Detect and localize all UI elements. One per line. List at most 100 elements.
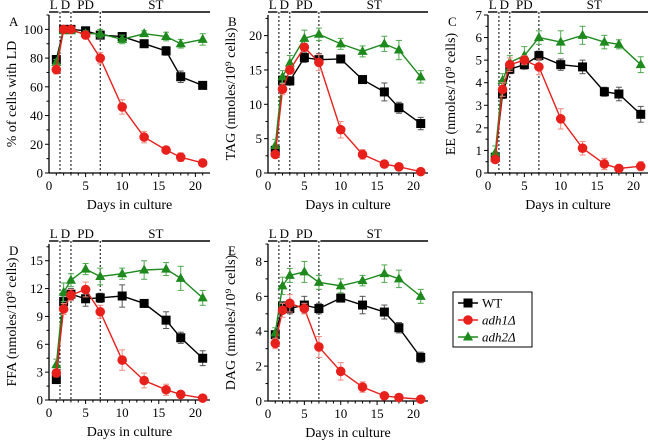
data-point xyxy=(277,84,288,94)
data-point xyxy=(95,293,105,303)
data-point xyxy=(117,33,128,43)
series-adh2Δ xyxy=(270,27,426,153)
data-point xyxy=(277,305,288,316)
data-point xyxy=(335,124,346,135)
x-tick-label: 0 xyxy=(46,405,53,420)
series-line xyxy=(55,28,203,164)
data-point xyxy=(555,36,566,46)
data-point xyxy=(299,266,310,276)
data-point xyxy=(357,149,368,160)
phase-label-PD: PD xyxy=(77,226,94,241)
data-point xyxy=(299,53,309,63)
x-tick-label: 10 xyxy=(334,406,347,421)
y-tick-label: 100 xyxy=(24,22,44,37)
data-point xyxy=(635,161,646,172)
data-point xyxy=(161,263,172,273)
data-point xyxy=(393,44,404,54)
data-point xyxy=(415,71,426,81)
data-point xyxy=(58,304,69,314)
series-adh1Δ xyxy=(51,281,208,403)
y-tick-label: 0 xyxy=(37,166,44,181)
series-WT xyxy=(51,284,208,385)
data-point xyxy=(415,394,426,405)
data-point xyxy=(139,375,149,386)
data-point xyxy=(161,315,171,325)
data-point xyxy=(556,60,566,70)
data-point xyxy=(313,28,324,38)
x-tick-label: 5 xyxy=(82,178,89,193)
data-point xyxy=(358,300,368,310)
y-tick-label: 3 xyxy=(37,365,44,380)
data-point xyxy=(335,280,346,290)
legend-marker-square xyxy=(463,298,473,308)
data-point xyxy=(81,294,91,304)
y-tick-label: 5 xyxy=(476,53,483,68)
phase-label-D: D xyxy=(280,0,289,12)
data-point xyxy=(284,269,295,279)
data-point xyxy=(51,375,61,385)
series-adh1Δ xyxy=(490,55,646,174)
data-point xyxy=(416,119,426,129)
series-WT xyxy=(490,50,646,162)
legend-marker-triangle xyxy=(463,331,473,341)
panel-letter: D xyxy=(9,243,18,258)
phase-label-ST: ST xyxy=(367,0,382,12)
x-tick-label: 10 xyxy=(554,178,567,193)
phase-label-ST: ST xyxy=(148,0,163,12)
data-point xyxy=(270,149,281,160)
x-tick-label: 5 xyxy=(301,406,308,421)
data-point xyxy=(519,55,530,65)
y-tick-label: 20 xyxy=(30,137,43,152)
x-tick-label: 0 xyxy=(46,178,53,193)
phase-label-D: D xyxy=(61,226,70,241)
y-axis-label: FFA (nmoles/10⁹ cells) xyxy=(5,257,20,386)
x-tick-label: 20 xyxy=(407,178,420,193)
data-point xyxy=(614,89,624,99)
phase-label-D: D xyxy=(500,0,509,12)
y-tick-label: 3 xyxy=(476,98,483,113)
y-tick-label: 1 xyxy=(476,143,483,158)
y-tick-label: 20 xyxy=(249,28,262,43)
data-point xyxy=(533,32,544,42)
data-point xyxy=(197,292,208,302)
data-point xyxy=(139,298,149,308)
data-point xyxy=(394,392,404,403)
y-tick-label: 12 xyxy=(30,281,43,296)
data-point xyxy=(139,39,149,49)
legend-label: adh1Δ xyxy=(482,313,516,328)
data-point xyxy=(393,273,404,283)
data-point xyxy=(198,80,208,90)
data-point xyxy=(58,286,69,296)
data-point xyxy=(197,33,208,43)
data-point xyxy=(270,338,281,349)
data-point xyxy=(95,53,106,63)
y-tick-label: 6 xyxy=(256,289,263,304)
y-tick-label: 0 xyxy=(256,394,263,409)
y-axis-label: EE (nmoles/10⁹ cells) xyxy=(444,33,459,156)
data-point xyxy=(314,304,324,314)
data-point xyxy=(490,147,501,157)
x-tick-label: 20 xyxy=(407,406,420,421)
series-line xyxy=(55,288,203,399)
x-tick-label: 15 xyxy=(591,178,604,193)
data-point xyxy=(277,280,288,290)
y-tick-label: 80 xyxy=(30,51,43,66)
data-point xyxy=(357,45,368,55)
data-point xyxy=(175,38,186,48)
panel-letter: E xyxy=(228,243,236,258)
data-point xyxy=(497,84,508,95)
data-point xyxy=(636,109,646,119)
panel-E: L D PD ST 0 5 10 15 20 0 2 4 6 8 Days in culture DAG (n… xyxy=(224,226,428,441)
data-point xyxy=(175,152,186,162)
data-point xyxy=(357,382,368,392)
phase-label-L: L xyxy=(269,226,277,241)
data-point xyxy=(285,76,295,86)
data-point xyxy=(358,75,368,85)
series-adh2Δ xyxy=(51,260,208,371)
data-point xyxy=(277,71,288,81)
y-tick-label: 5 xyxy=(256,131,263,146)
data-point xyxy=(66,290,76,300)
series-line xyxy=(274,46,421,173)
data-point xyxy=(599,159,610,169)
